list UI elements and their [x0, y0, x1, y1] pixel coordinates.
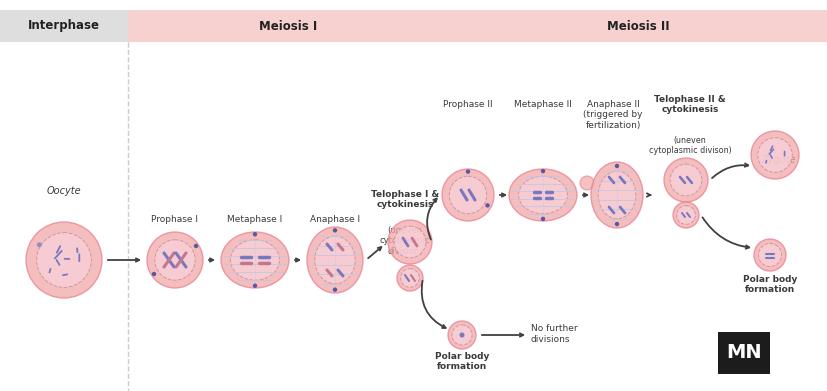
Text: Interphase: Interphase	[28, 20, 100, 32]
Circle shape	[194, 244, 198, 248]
Text: Telophase II &
cytokinesis: Telophase II & cytokinesis	[653, 95, 725, 115]
Text: Prophase I: Prophase I	[151, 215, 198, 224]
Circle shape	[388, 220, 432, 264]
Text: No further
divisions: No further divisions	[530, 324, 577, 344]
Circle shape	[579, 176, 593, 190]
Circle shape	[758, 244, 781, 267]
FancyBboxPatch shape	[128, 10, 447, 42]
Circle shape	[676, 206, 695, 224]
Circle shape	[252, 232, 257, 237]
Text: Polar body
formation: Polar body formation	[742, 275, 796, 294]
Text: Anaphase I: Anaphase I	[309, 215, 360, 224]
Circle shape	[669, 164, 701, 196]
Text: Metaphase II: Metaphase II	[514, 100, 571, 109]
Text: (uneven
cytoplasmic
division): (uneven cytoplasmic division)	[380, 205, 430, 256]
Ellipse shape	[598, 171, 635, 219]
Circle shape	[540, 217, 544, 221]
Circle shape	[750, 131, 798, 179]
FancyBboxPatch shape	[0, 10, 128, 42]
Circle shape	[36, 233, 91, 287]
Circle shape	[252, 283, 257, 288]
Circle shape	[614, 164, 619, 168]
Circle shape	[485, 203, 489, 208]
Circle shape	[36, 242, 41, 247]
Circle shape	[672, 202, 698, 228]
Circle shape	[332, 228, 337, 233]
Ellipse shape	[307, 227, 362, 293]
Circle shape	[452, 325, 471, 345]
Circle shape	[459, 332, 464, 337]
Text: Polar body
formation: Polar body formation	[434, 352, 489, 371]
Ellipse shape	[221, 232, 289, 288]
Circle shape	[396, 265, 423, 291]
Ellipse shape	[509, 169, 576, 221]
Circle shape	[151, 272, 156, 276]
FancyBboxPatch shape	[717, 332, 769, 374]
Text: MN: MN	[725, 344, 761, 362]
Circle shape	[400, 269, 418, 287]
FancyBboxPatch shape	[447, 10, 827, 42]
Circle shape	[753, 239, 785, 271]
Text: Meiosis II: Meiosis II	[606, 20, 668, 32]
Circle shape	[155, 240, 195, 280]
Circle shape	[447, 321, 476, 349]
Circle shape	[757, 138, 791, 172]
Text: Prophase II: Prophase II	[442, 100, 492, 109]
Circle shape	[540, 169, 544, 173]
Circle shape	[147, 232, 203, 288]
Ellipse shape	[590, 162, 643, 228]
Text: Zygote: Zygote	[760, 155, 794, 165]
Circle shape	[614, 222, 619, 226]
Text: Metaphase I: Metaphase I	[227, 215, 282, 224]
Circle shape	[466, 169, 470, 174]
Text: Meiosis I: Meiosis I	[259, 20, 317, 32]
Circle shape	[394, 226, 425, 258]
Circle shape	[442, 169, 494, 221]
Text: Anaphase II
(triggered by
fertilization): Anaphase II (triggered by fertilization)	[582, 100, 642, 130]
Circle shape	[449, 176, 486, 214]
Ellipse shape	[314, 236, 355, 284]
Ellipse shape	[518, 176, 566, 214]
Ellipse shape	[230, 240, 280, 280]
Text: Telophase I &
cytokinesis: Telophase I & cytokinesis	[370, 190, 438, 210]
Text: Oocyte: Oocyte	[46, 186, 81, 196]
Circle shape	[26, 222, 102, 298]
Text: (uneven
cytoplasmic divison): (uneven cytoplasmic divison)	[648, 115, 730, 155]
Circle shape	[663, 158, 707, 202]
Circle shape	[332, 287, 337, 292]
